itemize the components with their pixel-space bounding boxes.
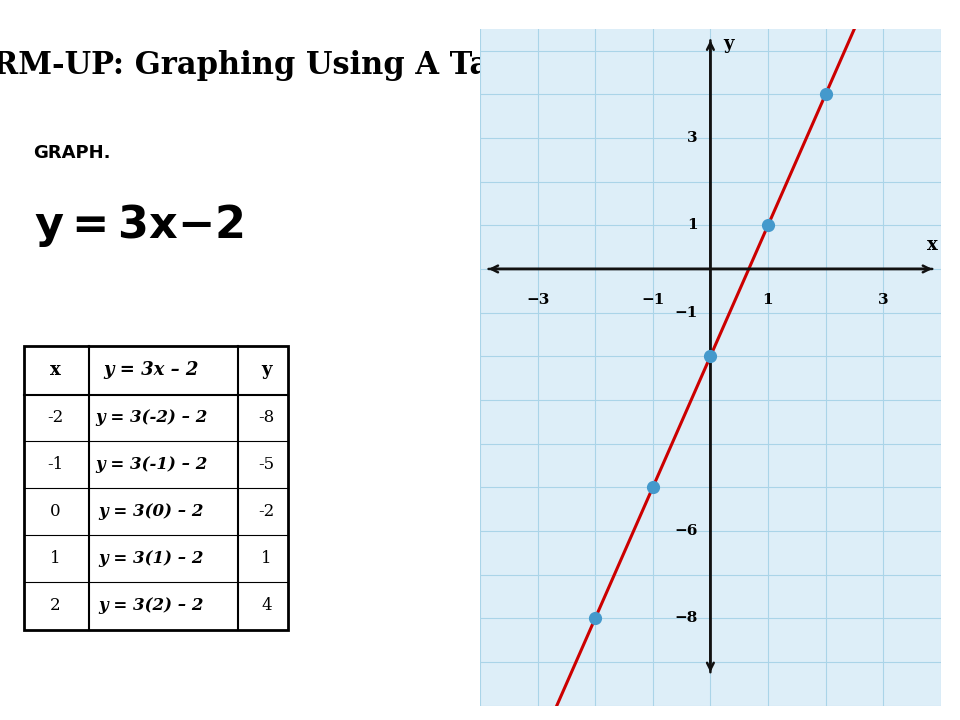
Text: y: y [261,361,272,379]
Text: y: y [723,35,733,53]
Text: y = 3x – 2: y = 3x – 2 [104,361,199,379]
Text: 1: 1 [762,293,774,307]
Text: -2: -2 [258,503,275,520]
Text: y = 3(2) – 2: y = 3(2) – 2 [99,597,204,613]
Text: 4: 4 [261,597,272,613]
Text: −3: −3 [526,293,549,307]
Text: 0: 0 [50,503,60,520]
Text: -5: -5 [258,456,275,473]
Text: y = 3(-2) – 2: y = 3(-2) – 2 [95,410,207,426]
Text: 3: 3 [877,293,889,307]
Text: x: x [926,235,938,253]
Text: -8: -8 [258,410,275,426]
Text: GRAPH.: GRAPH. [34,144,111,162]
Text: 1: 1 [50,550,60,567]
Text: y = 3(-1) – 2: y = 3(-1) – 2 [95,456,207,473]
Text: x: x [50,361,60,379]
Text: y = 3(1) – 2: y = 3(1) – 2 [99,550,204,567]
Text: 1: 1 [261,550,272,567]
Text: WARM-UP: Graphing Using A Table: WARM-UP: Graphing Using A Table [0,50,542,81]
Text: −8: −8 [674,611,698,625]
Text: y = 3(0) – 2: y = 3(0) – 2 [99,503,204,520]
Text: −6: −6 [674,524,698,538]
Text: −1: −1 [674,305,698,320]
Text: 3: 3 [687,131,698,145]
Text: $\mathbf{y = 3x} \mathbf{-} \mathbf{2}$: $\mathbf{y = 3x} \mathbf{-} \mathbf{2}$ [34,202,243,248]
Text: -1: -1 [47,456,63,473]
Text: 2: 2 [50,597,60,613]
Text: −1: −1 [641,293,664,307]
Text: -2: -2 [47,410,63,426]
Text: 1: 1 [687,218,698,233]
